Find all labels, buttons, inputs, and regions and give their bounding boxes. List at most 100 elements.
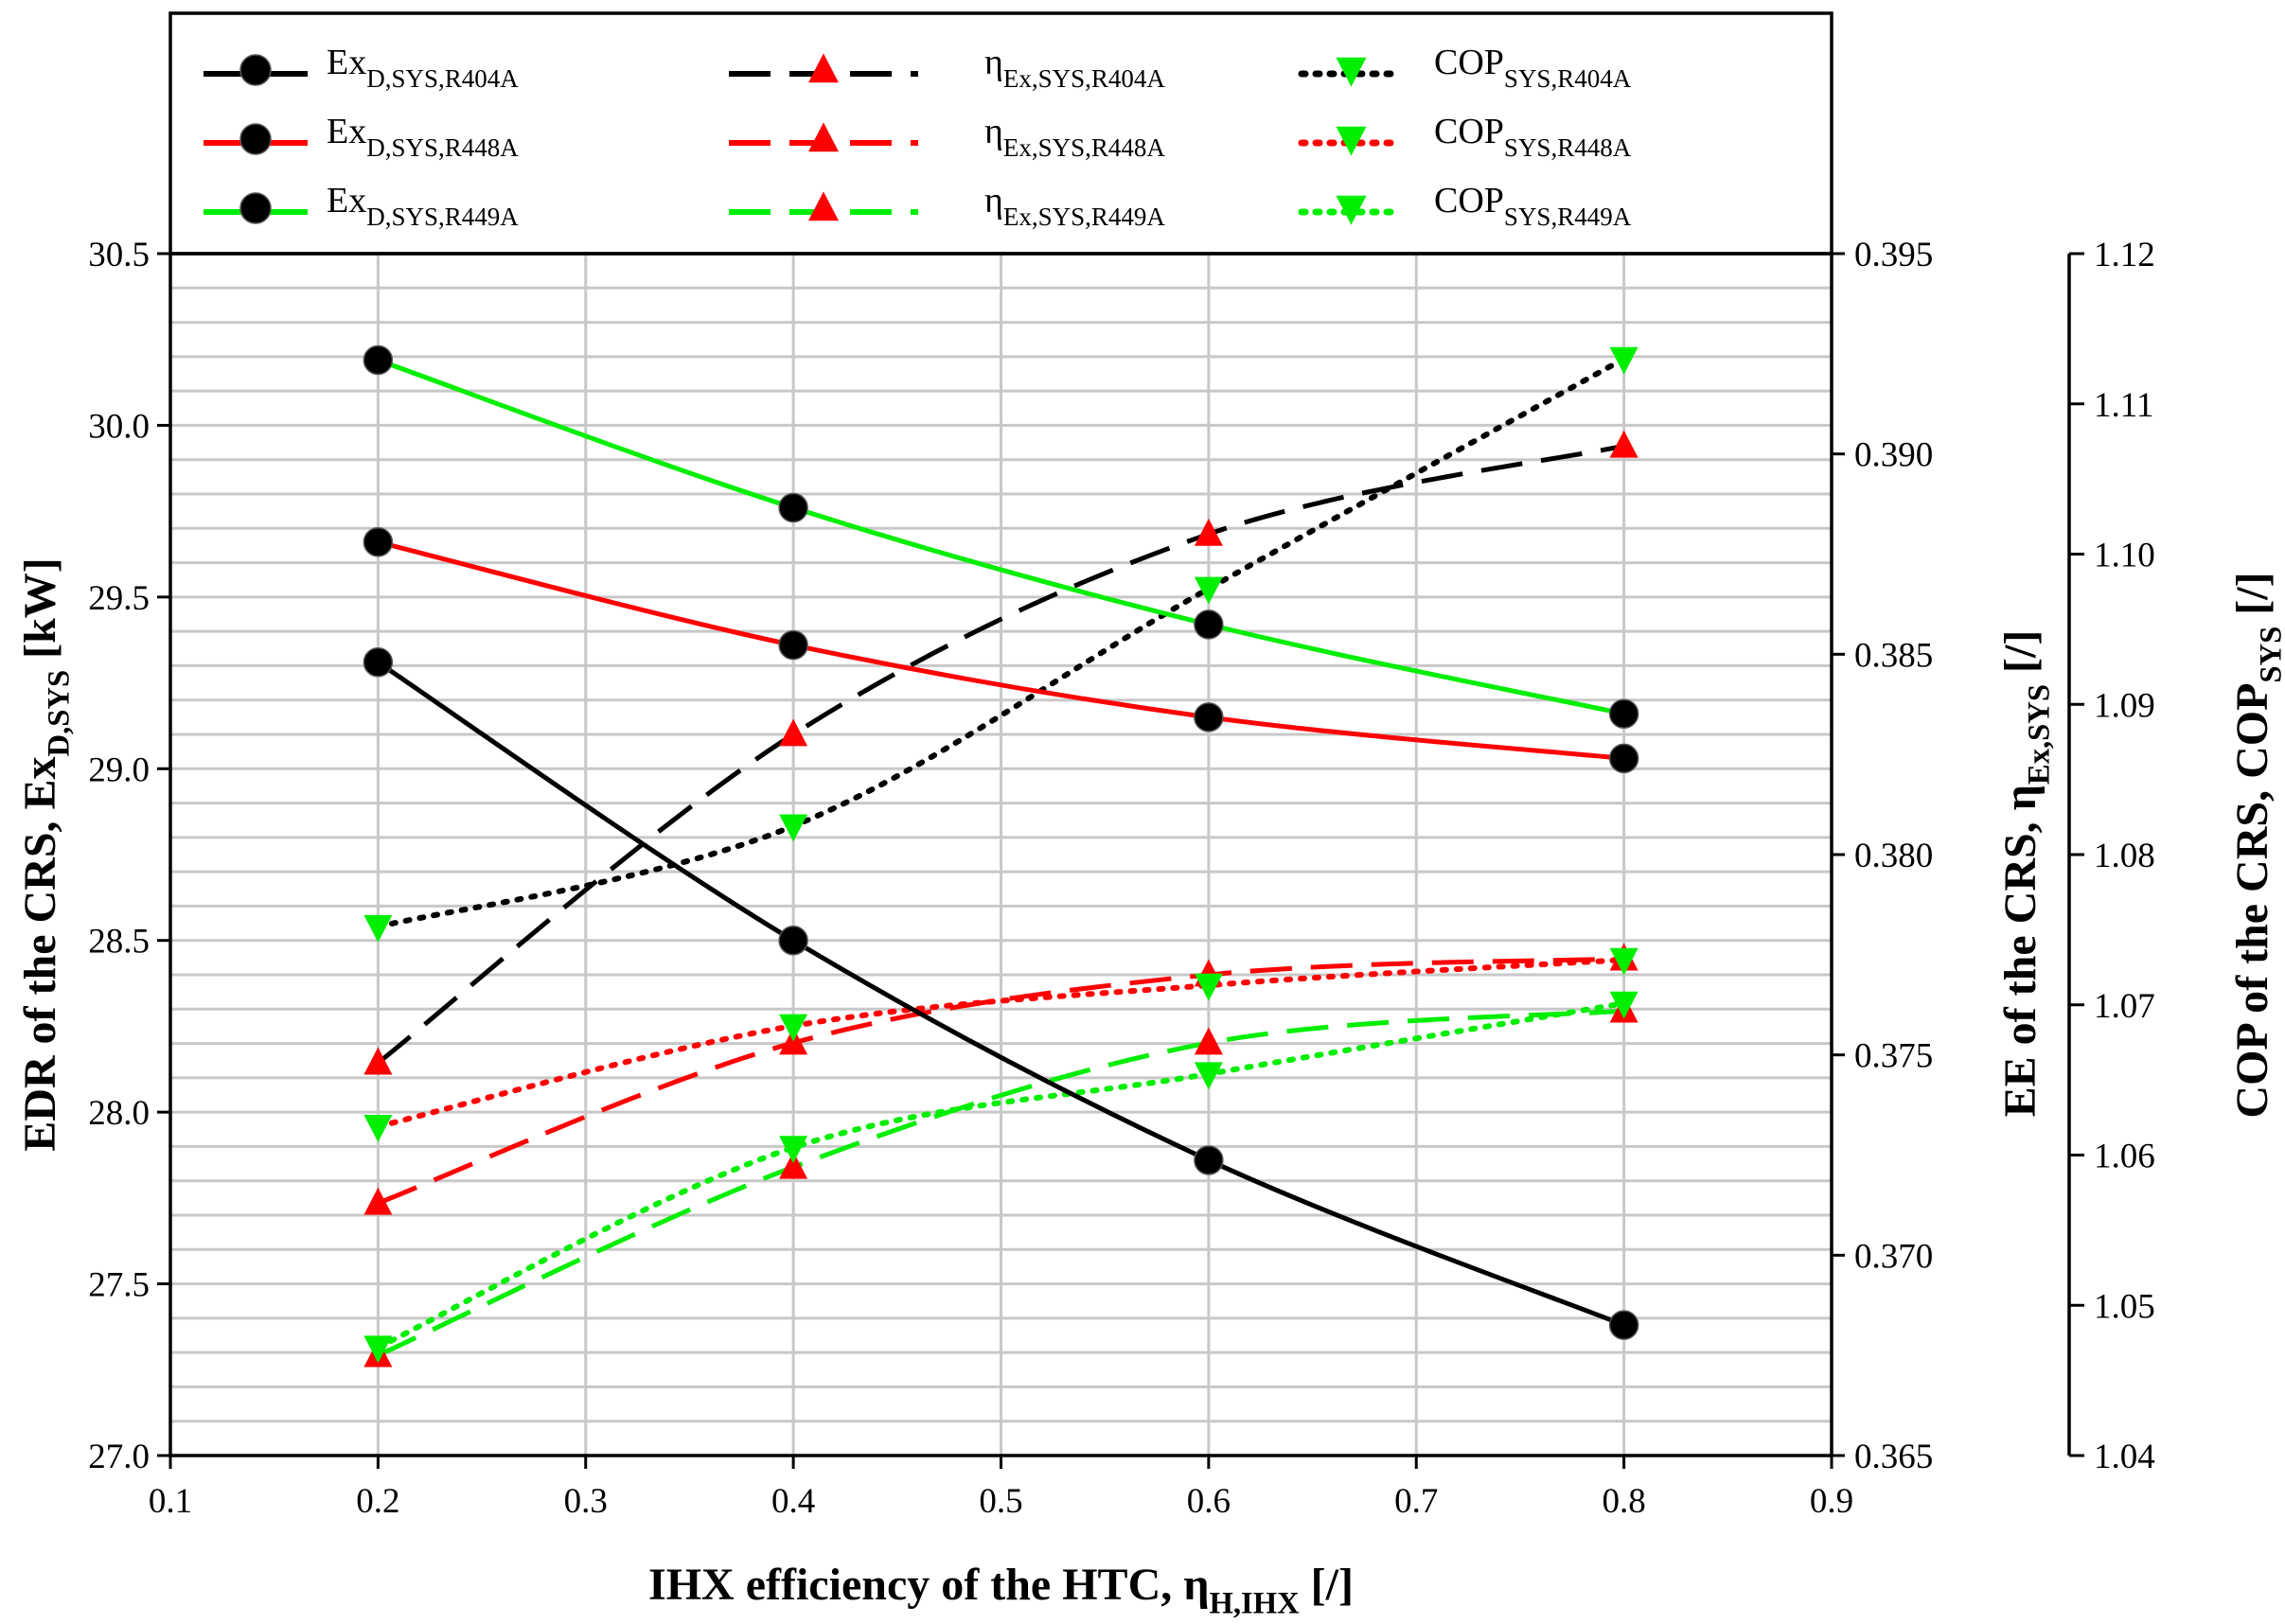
legend-item: COPSYS,R448A	[1298, 112, 1632, 162]
right2-tick-label: 1.08	[2094, 837, 2155, 875]
legend-item: ExD,SYS,R449A	[204, 181, 519, 231]
right2-tick-label: 1.06	[2094, 1138, 2155, 1176]
x-tick-label: 0.9	[1810, 1482, 1853, 1521]
left-axis-title-unit: [kW]	[15, 557, 65, 670]
legend-label: ExD,SYS,R448A	[327, 112, 519, 162]
legend-label-sub: SYS,R404A	[1504, 64, 1632, 93]
left-tick-label: 27.5	[88, 1266, 150, 1305]
x-tick-label: 0.3	[564, 1482, 608, 1521]
x-axis-title-sub: H,IHX	[1210, 1586, 1301, 1620]
axis-ticks: 0.1 0.2 0.3 0.4 0.5 0.6 0.7 0.8 0.9 27.0 27.5 28.0 2…	[88, 236, 2155, 1521]
right2-axis-title-sub: SYS	[2254, 627, 2285, 683]
data-point-Ex_D,SYS,R404A	[1194, 1145, 1224, 1175]
data-point-Ex_D,SYS,R448A	[1194, 702, 1224, 733]
series-line-COP_SYS,R448A	[375, 957, 1627, 1130]
right2-tick-label: 1.11	[2094, 386, 2153, 425]
legend-label: COPSYS,R404A	[1434, 43, 1632, 93]
left-tick-label: 28.5	[88, 923, 150, 962]
right1-axis-title-main: EE of the CRS, η	[1995, 785, 2046, 1117]
legend-label-main: Ex	[327, 43, 366, 82]
legend-label-main: COP	[1434, 112, 1504, 151]
legend-label-main: η	[984, 181, 1003, 221]
right1-tick-label: 0.395	[1854, 236, 1933, 274]
legend-marker	[808, 53, 839, 83]
legend-item: ηEx,SYS,R448A	[729, 112, 1165, 162]
legend-marker	[239, 192, 272, 224]
data-point-eta_Ex,SYS,R449A	[1194, 1027, 1223, 1055]
series-line-Ex_D,SYS,R449A	[377, 358, 1625, 716]
legend-label: COPSYS,R449A	[1434, 181, 1632, 231]
legend-label: COPSYS,R448A	[1434, 112, 1632, 162]
x-tick-label: 0.7	[1394, 1482, 1438, 1521]
right1-tick-label: 0.385	[1854, 636, 1933, 675]
left-tick-label: 27.0	[88, 1438, 150, 1476]
left-axis-title-sub: D,SYS	[42, 670, 76, 757]
grid	[170, 254, 1832, 1456]
x-axis-title: IHX efficiency of the HTC, ηH,IHX [/]	[648, 1560, 1354, 1620]
left-tick-label: 30.5	[88, 236, 150, 274]
legend-item: ExD,SYS,R448A	[204, 112, 519, 162]
legend-marker	[808, 122, 839, 152]
data-point-Ex_D,SYS,R449A	[1194, 609, 1224, 640]
data-point-eta_Ex,SYS,R448A	[363, 1187, 393, 1215]
data-point-Ex_D,SYS,R448A	[363, 527, 394, 557]
left-tick-label: 28.0	[88, 1094, 150, 1133]
legend-item: COPSYS,R449A	[1298, 181, 1632, 231]
legend-label-sub: Ex,SYS,R448A	[1003, 133, 1166, 162]
right1-tick-label: 0.375	[1854, 1037, 1933, 1076]
x-tick-label: 0.4	[771, 1482, 815, 1521]
series-line-Ex_D,SYS,R448A	[377, 539, 1624, 761]
series-group	[363, 344, 1639, 1368]
series-line-eta_Ex,SYS,R449A	[377, 1008, 1624, 1358]
x-tick-label: 0.6	[1187, 1482, 1231, 1521]
right1-axis-title-sub: Ex,SYS	[2022, 684, 2056, 785]
x-axis-title-unit: [/]	[1300, 1560, 1354, 1610]
right1-tick-label: 0.390	[1854, 436, 1933, 475]
x-tick-label: 0.1	[149, 1482, 192, 1521]
right2-axis-title-main: COP of the CRS, COP	[2227, 683, 2277, 1119]
legend-label-main: η	[984, 112, 1003, 151]
data-point-COP_SYS,R448A	[779, 1014, 808, 1042]
legend-label-sub: D,SYS,R449A	[366, 203, 519, 231]
data-point-COP_SYS,R448A	[1609, 947, 1638, 976]
legend-border	[168, 11, 1833, 256]
legend-marker	[1336, 195, 1367, 225]
legend-label: ExD,SYS,R404A	[327, 43, 519, 93]
data-point-COP_SYS,R404A	[363, 914, 393, 943]
data-point-Ex_D,SYS,R404A	[1608, 1310, 1639, 1340]
x-tick-label: 0.2	[356, 1482, 399, 1521]
x-axis-title-main: IHX efficiency of the HTC, η	[648, 1560, 1209, 1610]
x-tick-label: 0.8	[1603, 1482, 1646, 1521]
series-line-eta_Ex,SYS,R448A	[377, 956, 1624, 1206]
left-axis-title-main: EDR of the CRS, Ex	[15, 756, 65, 1151]
legend-label-sub: D,SYS,R448A	[366, 133, 519, 162]
legend-label-sub: SYS,R449A	[1504, 203, 1632, 231]
series-line-eta_Ex,SYS,R404A	[376, 443, 1625, 1066]
right1-tick-label: 0.365	[1854, 1438, 1933, 1476]
legend-label: ExD,SYS,R449A	[327, 181, 519, 231]
legend-label-sub: Ex,SYS,R449A	[1003, 203, 1166, 231]
series-lines	[375, 356, 1627, 1358]
left-tick-label: 29.0	[88, 750, 150, 789]
right2-tick-label: 1.07	[2094, 987, 2155, 1026]
right2-tick-label: 1.10	[2094, 537, 2155, 575]
right2-axis-title: COP of the CRS, COPSYS [/]	[2227, 572, 2285, 1118]
legend-label: ηEx,SYS,R449A	[984, 181, 1165, 231]
legend-label: ηEx,SYS,R404A	[984, 43, 1165, 93]
legend-label-main: Ex	[327, 112, 366, 151]
right1-tick-label: 0.380	[1854, 837, 1933, 875]
legend-item: ηEx,SYS,R404A	[729, 43, 1165, 93]
right2-tick-label: 1.04	[2094, 1438, 2155, 1476]
legend-label-main: η	[984, 43, 1003, 82]
legend-item: ExD,SYS,R404A	[204, 43, 519, 93]
legend-marker	[239, 123, 272, 155]
legend-label-sub: D,SYS,R404A	[366, 64, 519, 93]
legend-label-main: Ex	[327, 181, 366, 221]
legend-label-main: COP	[1434, 43, 1504, 82]
data-point-Ex_D,SYS,R404A	[778, 925, 808, 956]
data-point-Ex_D,SYS,R449A	[363, 344, 394, 376]
legend-marker	[239, 54, 272, 86]
data-point-Ex_D,SYS,R448A	[1608, 743, 1639, 774]
